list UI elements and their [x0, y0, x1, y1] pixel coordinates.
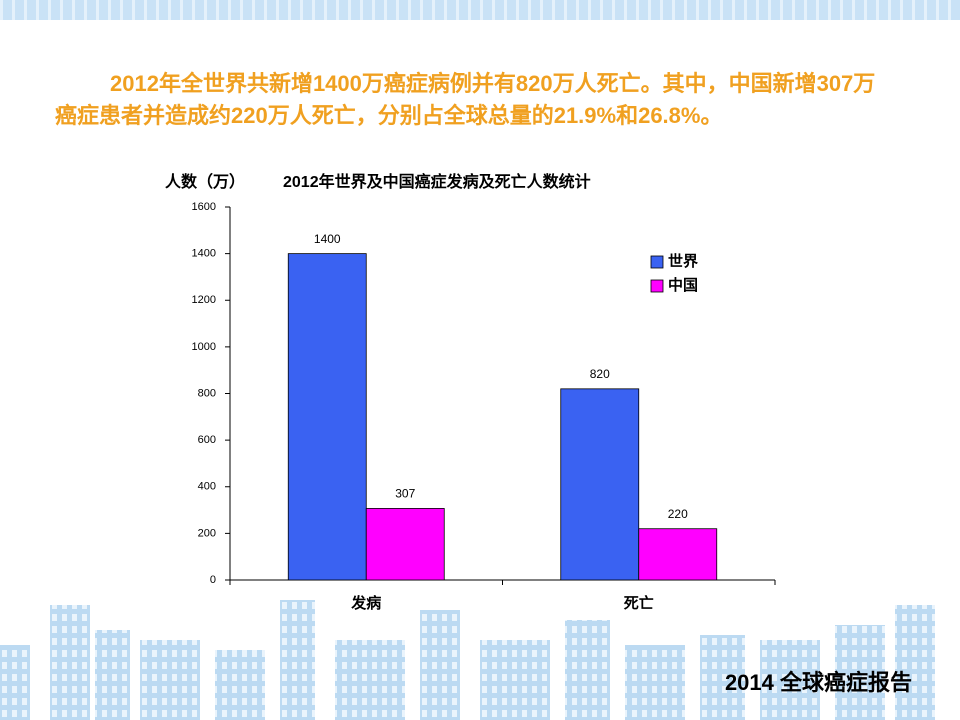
- value-label: 1400: [314, 232, 341, 246]
- y-tick-label: 200: [198, 527, 216, 539]
- top-band: [0, 0, 960, 20]
- y-tick-label: 1200: [192, 294, 216, 306]
- legend-swatch: [650, 255, 664, 269]
- y-axis-label: 人数（万）: [165, 172, 245, 191]
- bar: [287, 253, 367, 581]
- chart-title: 2012年世界及中国癌症发病及死亡人数统计: [283, 172, 591, 191]
- y-tick-label: 1000: [192, 341, 216, 353]
- y-tick-label: 1600: [192, 201, 216, 213]
- legend-label: 中国: [668, 276, 698, 294]
- y-tick-label: 0: [210, 574, 216, 586]
- bar: [638, 528, 718, 581]
- y-tick-label: 600: [198, 434, 216, 446]
- y-tick-label: 800: [198, 387, 216, 399]
- bar: [365, 508, 445, 581]
- skyline: [0, 600, 935, 720]
- x-tick-label: 发病: [350, 594, 381, 612]
- intro-text: 2012年全世界共新增1400万癌症病例并有820万人死亡。其中，中国新增307…: [55, 71, 876, 128]
- value-label: 307: [395, 487, 415, 501]
- bar: [560, 388, 640, 581]
- y-tick-label: 400: [198, 481, 216, 493]
- y-tick-label: 1400: [192, 248, 216, 260]
- footer: 2014 全球癌症报告: [725, 670, 912, 695]
- x-tick-label: 死亡: [624, 594, 654, 612]
- legend-label: 世界: [668, 252, 698, 270]
- value-label: 820: [590, 367, 610, 381]
- value-label: 220: [668, 507, 688, 521]
- legend-swatch: [650, 279, 664, 293]
